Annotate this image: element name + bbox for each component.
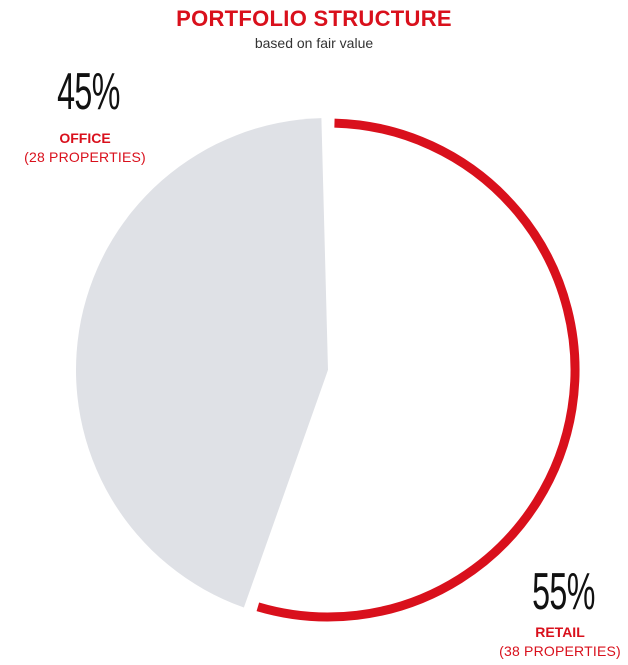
retail-label: RETAIL: [535, 624, 585, 640]
pie-slice-retail-outline: [256, 118, 580, 622]
office-label: OFFICE: [59, 130, 111, 146]
office-properties-count: (28 PROPERTIES): [24, 149, 146, 165]
pie-slice-office: [75, 118, 329, 608]
retail-percent-label: 55%: [532, 563, 595, 621]
chart-subtitle: based on fair value: [254, 35, 374, 51]
retail-properties-count: (38 PROPERTIES): [499, 643, 621, 659]
chart-title: PORTFOLIO STRUCTURE: [176, 6, 452, 31]
pie-slice-retail: [256, 118, 581, 622]
office-percent-label: 45%: [57, 63, 120, 121]
